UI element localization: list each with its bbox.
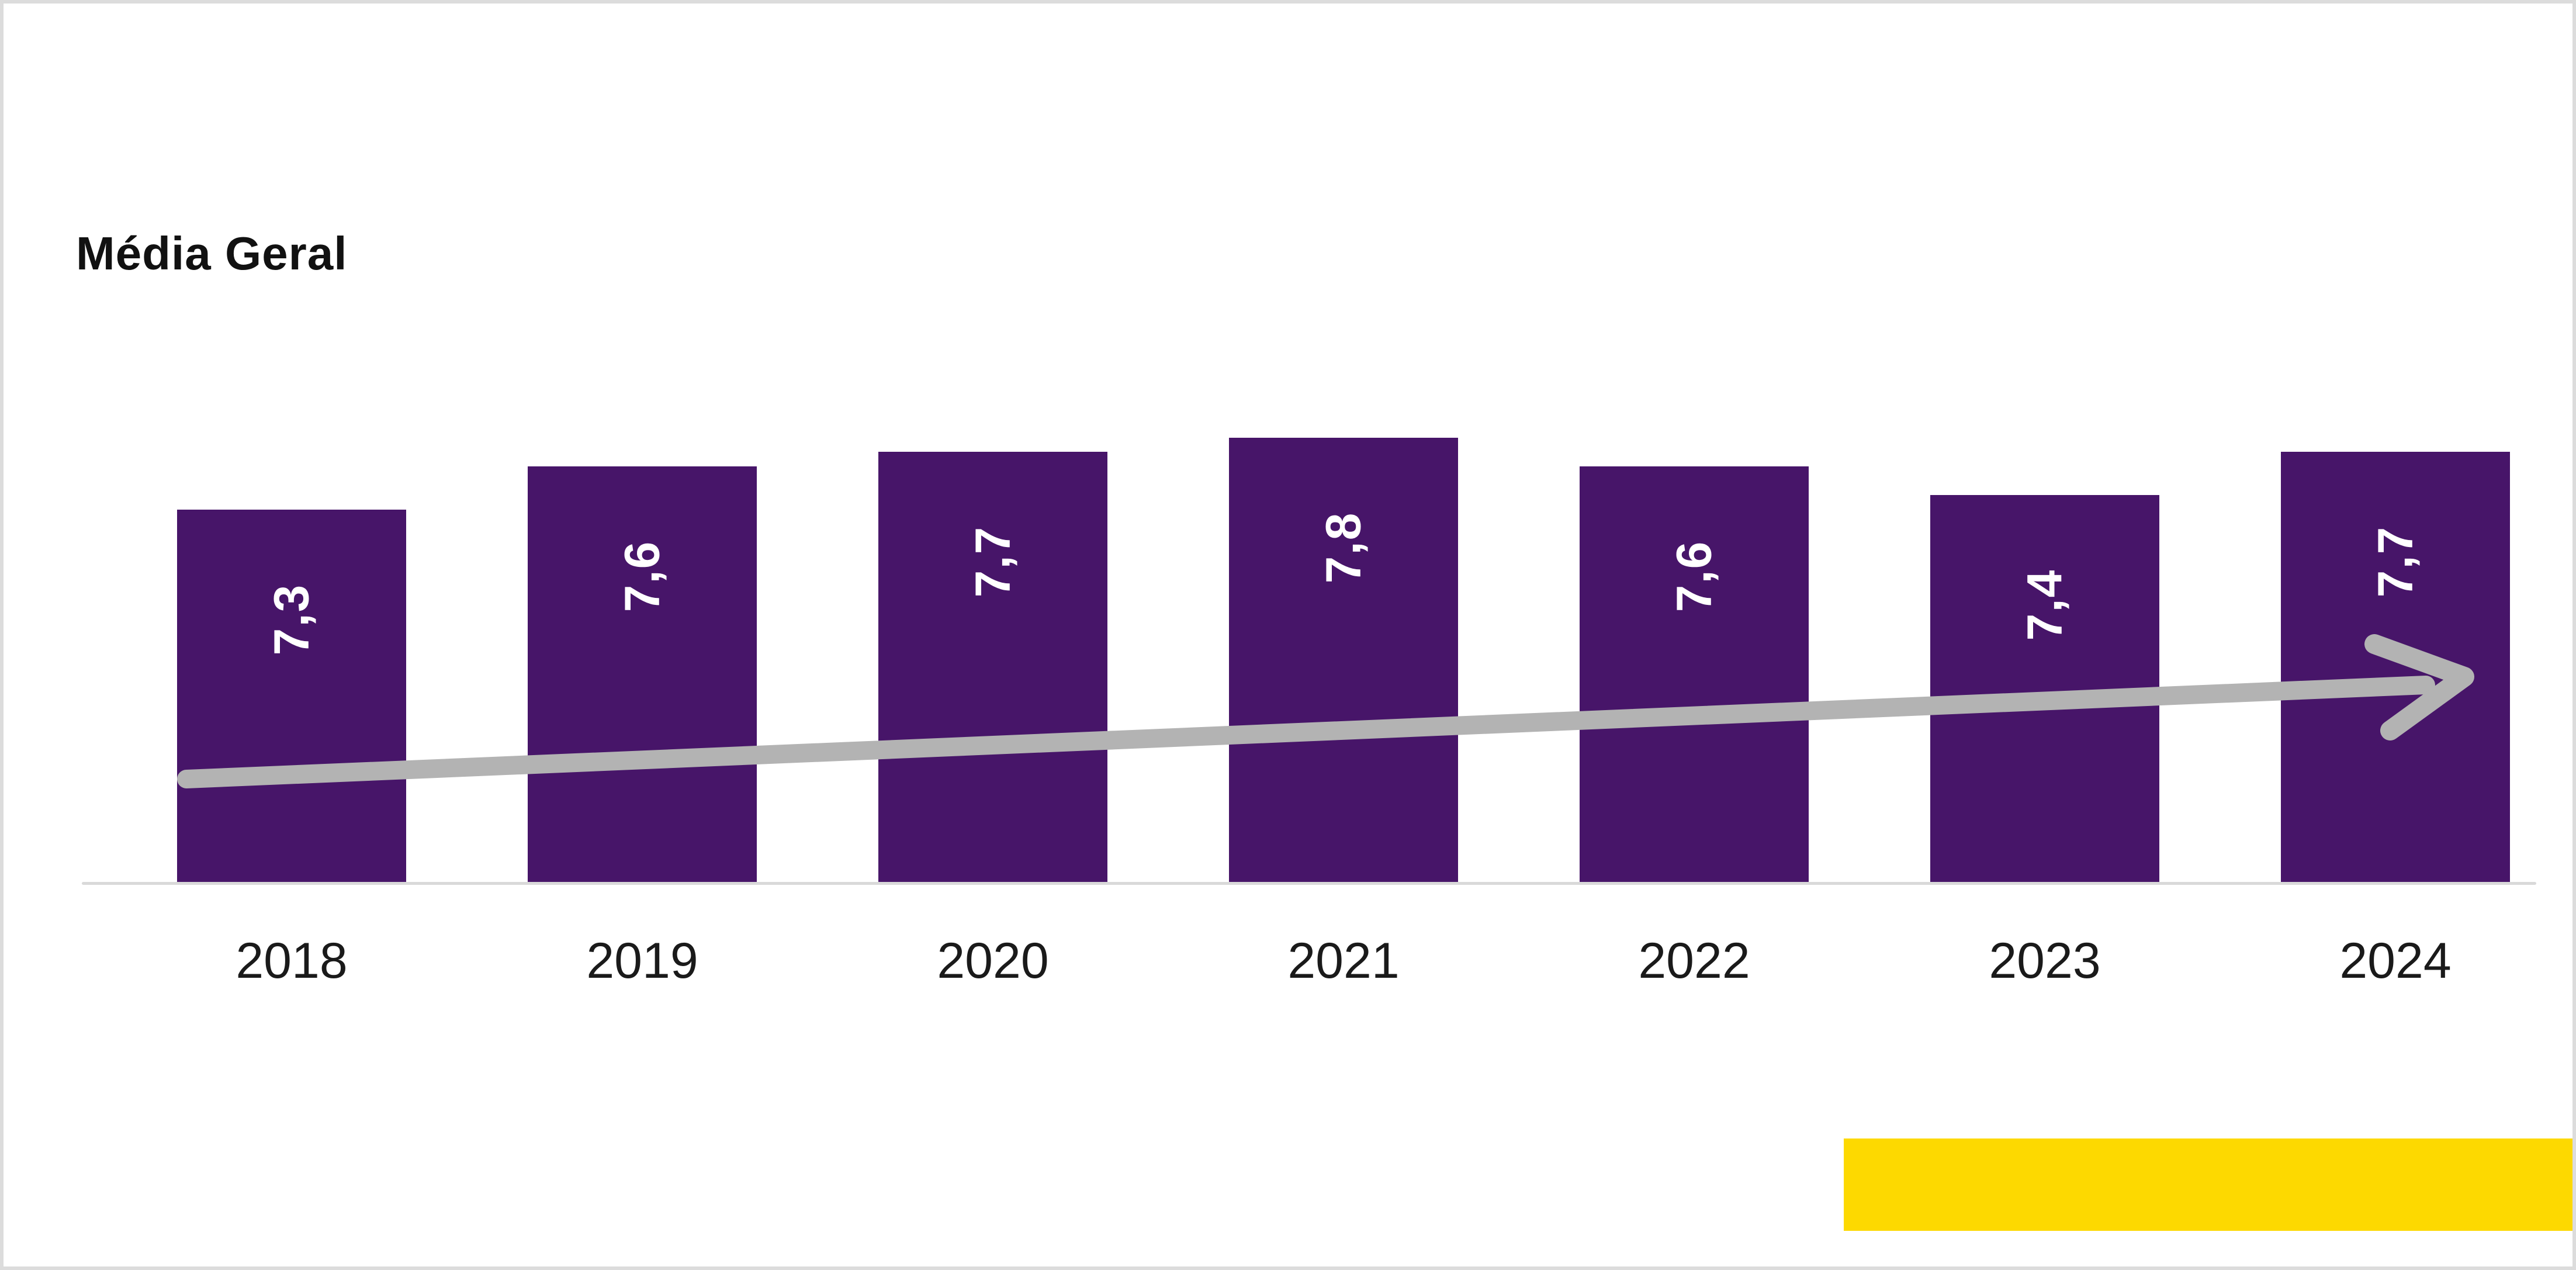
x-axis-label-2024: 2024 [2339,933,2452,989]
bar-2024: 7,7 [2281,452,2510,882]
bar-value-label: 7,6 [1666,540,1722,612]
bar-2019: 7,6 [528,466,757,882]
bar-value-label: 7,7 [2367,525,2423,598]
bar-2021: 7,8 [1229,438,1458,882]
bar-2020: 7,7 [878,452,1107,882]
bar-chart: 7,3 2018 7,6 2019 7,7 2020 7,8 2021 7,6 2022 7,4 20… [4,4,2572,1266]
bar-value-label: 7,8 [1315,511,1371,584]
bar-value-label: 7,7 [965,525,1020,598]
chart-title: Média Geral [76,227,348,279]
bar-2023: 7,4 [1930,495,2159,882]
x-axis-line [82,882,2536,885]
x-axis-label-2019: 2019 [586,933,698,989]
x-axis-label-2023: 2023 [1989,933,2101,989]
accent-bar [1844,1138,2572,1231]
bar-2022: 7,6 [1580,466,1809,882]
bar-value-label: 7,3 [264,583,319,656]
x-axis-label-2020: 2020 [937,933,1049,989]
x-axis-label-2022: 2022 [1638,933,1750,989]
bar-value-label: 7,6 [614,540,670,612]
x-axis-label-2021: 2021 [1287,933,1400,989]
x-axis-label-2018: 2018 [236,933,348,989]
bar-2018: 7,3 [177,510,406,882]
bar-value-label: 7,4 [2017,569,2072,641]
